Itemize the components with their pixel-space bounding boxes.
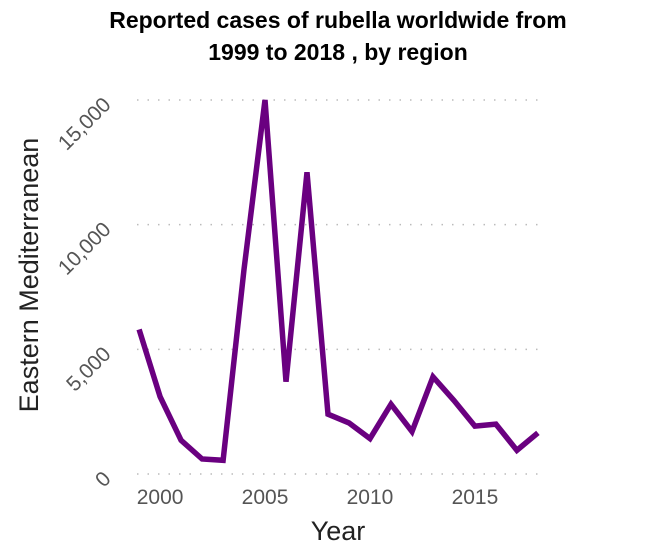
y-tick-label: 10,000 xyxy=(54,218,116,280)
x-tick-label: 2015 xyxy=(452,486,499,509)
x-tick-label: 2000 xyxy=(137,486,184,509)
series xyxy=(136,99,540,464)
x-tick-label: 2005 xyxy=(242,486,289,509)
series-line-0 xyxy=(136,99,540,464)
y-tick-label: 15,000 xyxy=(54,93,116,155)
y-axis-ticks: 0 5,000 10,000 15,000 xyxy=(54,93,116,492)
chart-title-line-1: Reported cases of rubella worldwide from xyxy=(109,7,567,33)
x-tick-label: 2010 xyxy=(347,486,394,509)
y-axis-label: Eastern Mediterranean xyxy=(14,138,44,413)
x-axis-label: Year xyxy=(311,516,366,546)
y-tick-label: 5,000 xyxy=(62,343,115,396)
x-axis-ticks: 2000 2005 2010 2015 xyxy=(137,486,499,509)
y-tick-label: 0 xyxy=(91,467,116,492)
chart-title-line-2: 1999 to 2018 , by region xyxy=(208,39,468,65)
